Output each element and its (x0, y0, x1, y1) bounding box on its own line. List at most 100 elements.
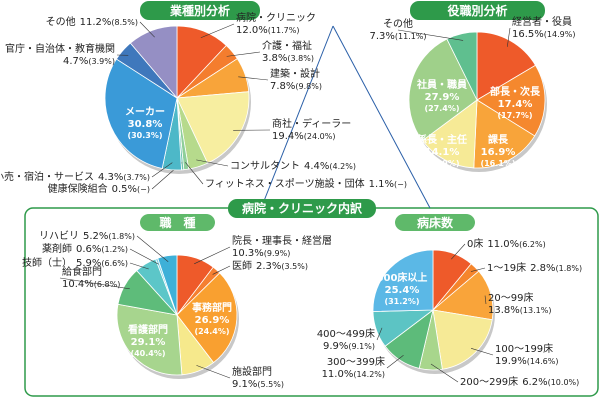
chart-title: 病床数 (417, 215, 454, 230)
category-label: 0床 (467, 237, 483, 250)
leader-line (430, 363, 459, 383)
slice-label: 院長・理事長・経営層 10.3%(9.9%) (232, 234, 332, 259)
category-label: メーカー (125, 106, 165, 118)
pie-slice (473, 99, 536, 169)
leader-line (484, 295, 487, 305)
value-label: 17.4% (498, 99, 533, 110)
slice-label: 建築・設計 7.8%(9.8%) (270, 67, 322, 92)
slice-label: 部長・次長 17.4% (17.7%) (490, 85, 541, 120)
leader-line (136, 235, 169, 262)
category-label: 給食部門 (62, 265, 102, 278)
leader-line (185, 162, 204, 185)
sub-value-label: (11.1%) (395, 32, 427, 41)
leader-line (386, 354, 404, 369)
category-label: 300〜399床 (327, 355, 385, 368)
leader-line (470, 267, 486, 272)
category-label: 経営者・役員 (512, 15, 572, 28)
pie-slice (176, 272, 238, 364)
leader-line (59, 277, 130, 290)
value-label: 26.9% (195, 315, 230, 326)
value-label: 11.0% (487, 239, 519, 250)
slice-label: 0床 11.0%(6.2%) (467, 237, 546, 250)
leader-line (470, 348, 494, 356)
connector (261, 25, 334, 207)
leader-line (506, 27, 511, 47)
pie-slice (476, 64, 546, 137)
section-title-box (228, 199, 376, 218)
value-label: 2.3% (256, 261, 281, 272)
sub-value-label: (1.2%) (101, 245, 128, 254)
slice-label: 医師 2.3%(3.5%) (232, 259, 308, 272)
sub-value-label: (11.7%) (268, 26, 300, 35)
category-label: 官庁・自治体・教育機関 (5, 42, 115, 55)
category-label: 100〜199床 (495, 342, 553, 355)
chart-title: 業種別分析 (169, 3, 230, 18)
value-label: 25.4% (385, 285, 420, 296)
leader-line (196, 159, 229, 167)
leader-line (196, 365, 231, 379)
sub-value-label: (16.1%) (480, 159, 515, 168)
category-label: 病院・クリニック (236, 11, 316, 24)
slice-label: フィットネス・スポーツ施設・団体 1.1%(−) (205, 177, 407, 190)
slice-label: 給食部門 10.4%(6.8%) (62, 265, 120, 290)
slice-label: コンサルタント 4.4%(4.2%) (230, 160, 356, 172)
value-label: 10.3% (232, 248, 264, 259)
category-label: 院長・理事長・経営層 (232, 234, 332, 247)
value-label: 12.0% (236, 25, 268, 36)
sub-value-label: (14.2%) (353, 370, 385, 379)
sub-value-label: (24.4%) (194, 327, 229, 336)
slice-label: メーカー 30.8% (30.3%) (125, 106, 165, 140)
slice-label: 薬剤師 0.6%(1.2%) (42, 242, 128, 255)
pie-slice (104, 58, 178, 169)
category-label: その他 (46, 15, 76, 28)
leader-line (129, 248, 159, 265)
slice-label: 施設部門 9.1%(5.5%) (232, 365, 284, 390)
category-label: 200〜299床 (460, 375, 518, 388)
value-label: 11.2% (80, 17, 112, 28)
category-label: 500床以上 (377, 271, 428, 284)
slice-label: 社員・職員 27.9% (27.4%) (416, 78, 467, 113)
sub-value-label: (3.5%) (281, 262, 308, 271)
slice-label: 病院・クリニック 12.0%(11.7%) (236, 11, 316, 36)
leader-line (151, 162, 173, 178)
sub-value-label: (−) (394, 180, 407, 189)
value-label: 4.7% (63, 56, 88, 67)
sub-value-label: (13.1%) (520, 306, 552, 315)
slice-label: 経営者・役員 16.5%(14.9%) (512, 15, 575, 40)
slice-label: 商社・ディーラー 19.4%(24.0%) (272, 117, 351, 142)
value-label: 9.9% (323, 341, 348, 352)
category-label: 建築・設計 (270, 67, 320, 80)
category-label: 介護・福祉 (262, 39, 312, 52)
connector (332, 25, 431, 209)
value-label: 4.3% (98, 172, 123, 183)
slice-label: 課長 16.9% (16.1%) (480, 133, 515, 168)
category-label: 商社・ディーラー (272, 117, 351, 130)
leader-line (397, 29, 464, 41)
leader-line (226, 51, 261, 57)
title-box (410, 1, 545, 20)
category-label: 部長・次長 (490, 85, 541, 98)
chart-title: 役職別分析 (447, 3, 507, 18)
slice-label: 小売・宿泊・サービス 4.3%(3.7%) (0, 170, 150, 183)
category-label: 事務部門 (192, 301, 232, 314)
value-label: 14.1% (425, 147, 460, 158)
category-label: 係長・主任 (417, 133, 467, 146)
category-label: 健康保険組合 (48, 182, 108, 195)
slice-label: その他 7.3%(11.1%) (369, 17, 426, 42)
sub-value-label: (8.5%) (111, 18, 138, 27)
value-label: 10.4% (62, 279, 94, 290)
leader-line (451, 243, 466, 260)
slice-label: リハビリ 5.2%(1.8%) (39, 230, 135, 242)
sub-value-label: (6.8%) (94, 280, 121, 289)
value-label: 2.8% (530, 263, 555, 274)
leader-line (376, 327, 383, 341)
sub-value-label: (10.0%) (548, 378, 580, 387)
slice-label: 事務部門 26.9% (24.4%) (192, 301, 232, 336)
pie-slice (372, 249, 434, 312)
value-label: 7.8% (270, 81, 295, 92)
value-label: 27.9% (425, 92, 460, 103)
slice-label: 1〜19床 2.8%(1.8%) (487, 261, 582, 274)
slice-label: 20〜99床 13.8%(13.1%) (488, 291, 551, 316)
sub-value-label: (3.7%) (123, 173, 150, 182)
category-label: フィットネス・スポーツ施設・団体 (205, 177, 365, 190)
